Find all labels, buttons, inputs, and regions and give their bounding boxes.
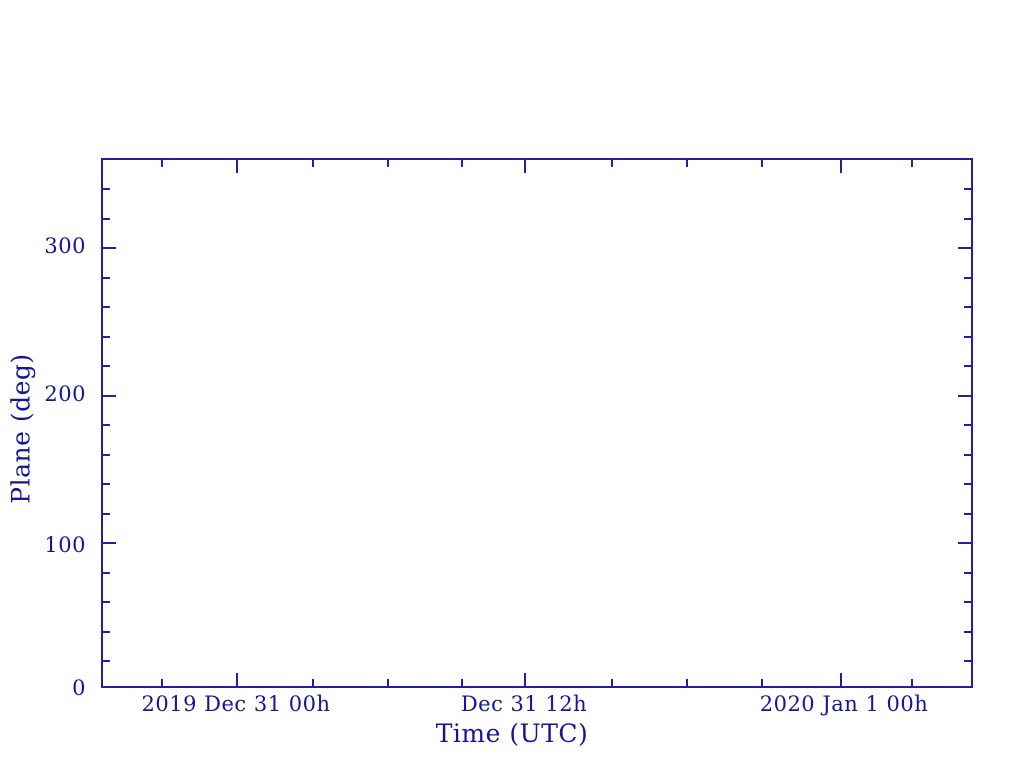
x-minor-tick [686, 679, 688, 686]
x-minor-tick [461, 679, 463, 686]
y-major-tick [103, 542, 116, 544]
plot-frame [101, 158, 973, 688]
y-minor-tick [103, 424, 110, 426]
plot-data-area [103, 160, 971, 686]
x-major-tick-top [524, 160, 526, 173]
y-minor-tick [103, 601, 110, 603]
y-tick-label-300: 300 [44, 234, 86, 258]
y-major-tick [103, 395, 116, 397]
x-minor-tick [387, 679, 389, 686]
y-minor-tick-right [964, 601, 971, 603]
y-tick-label-200: 200 [44, 382, 86, 406]
y-minor-tick [103, 513, 110, 515]
x-minor-tick-top [611, 160, 613, 167]
y-minor-tick [103, 454, 110, 456]
x-major-tick [236, 673, 238, 686]
y-minor-tick [103, 188, 110, 190]
x-minor-tick-top [387, 160, 389, 167]
x-minor-tick [611, 679, 613, 686]
y-minor-tick [103, 660, 110, 662]
y-minor-tick [103, 631, 110, 633]
y-major-tick [103, 247, 116, 249]
y-major-tick-right [958, 247, 971, 249]
y-minor-tick [103, 277, 110, 279]
y-tick-label-100: 100 [44, 533, 86, 557]
y-minor-tick-right [964, 306, 971, 308]
x-major-tick-top [840, 160, 842, 173]
x-tick-label-1: 2019 Dec 31 00h [141, 692, 331, 716]
x-minor-tick-top [312, 160, 314, 167]
x-major-tick-top [236, 160, 238, 173]
x-minor-tick [312, 679, 314, 686]
x-minor-tick-top [461, 160, 463, 167]
x-minor-tick [911, 679, 913, 686]
x-tick-label-2: Dec 31 12h [460, 692, 588, 716]
y-minor-tick [103, 306, 110, 308]
y-minor-tick-right [964, 365, 971, 367]
x-major-tick [840, 673, 842, 686]
y-minor-tick-right [964, 188, 971, 190]
y-tick-label-0: 0 [72, 676, 86, 700]
y-minor-tick-right [964, 513, 971, 515]
x-minor-tick-top [161, 160, 163, 167]
y-minor-tick [103, 218, 110, 220]
y-minor-tick [103, 572, 110, 574]
x-minor-tick-top [911, 160, 913, 167]
y-major-tick-right [958, 395, 971, 397]
x-major-tick [524, 673, 526, 686]
y-minor-tick-right [964, 336, 971, 338]
y-minor-tick-right [964, 660, 971, 662]
y-minor-tick [103, 336, 110, 338]
x-minor-tick-top [686, 160, 688, 167]
y-minor-tick-right [964, 277, 971, 279]
y-minor-tick-right [964, 483, 971, 485]
x-axis-title: Time (UTC) [435, 719, 589, 748]
y-minor-tick-right [964, 424, 971, 426]
x-tick-label-3: 2020 Jan 1 00h [759, 692, 929, 716]
y-minor-tick-right [964, 454, 971, 456]
y-minor-tick [103, 483, 110, 485]
y-minor-tick-right [964, 631, 971, 633]
y-minor-tick-right [964, 572, 971, 574]
x-minor-tick-top [761, 160, 763, 167]
y-minor-tick-right [964, 218, 971, 220]
x-minor-tick [161, 679, 163, 686]
y-minor-tick [103, 365, 110, 367]
y-axis-title: Plane (deg) [6, 353, 36, 504]
x-minor-tick [761, 679, 763, 686]
y-major-tick-right [958, 542, 971, 544]
